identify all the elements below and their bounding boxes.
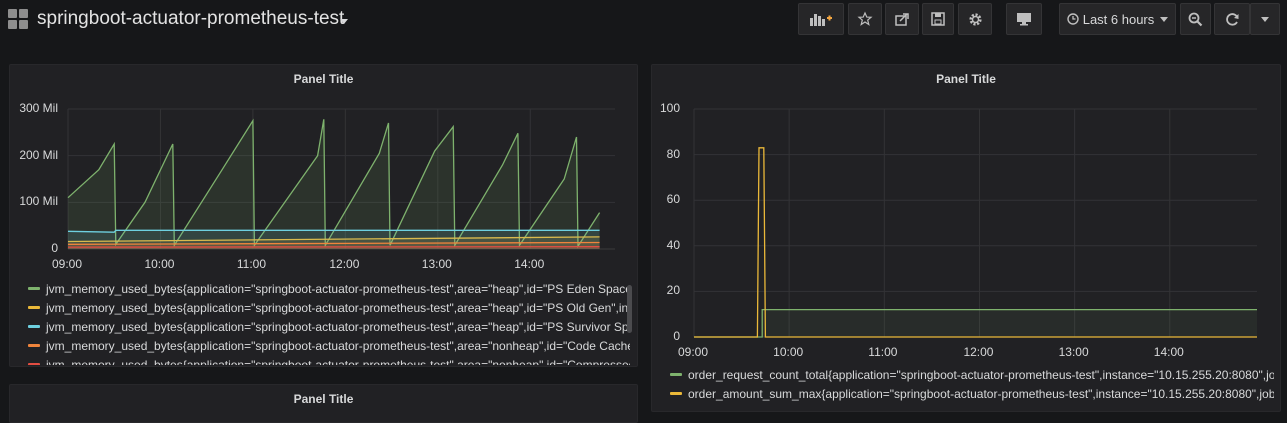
add-panel-icon [810,14,832,26]
dashboard-grid-icon[interactable] [8,9,28,29]
settings-button[interactable] [958,3,992,35]
clock-icon [1067,13,1079,25]
panel-title[interactable]: Panel Title [936,72,996,86]
legend-label: order_amount_sum_max{application="spring… [688,386,1274,401]
series-line-3[interactable] [67,241,600,245]
chart-legend: jvm_memory_used_bytes{application="sprin… [10,279,630,365]
legend-swatch [670,373,682,376]
x-tick-label: 09:00 [678,345,709,359]
legend-swatch [28,287,40,290]
add-panel-button[interactable] [798,3,844,35]
legend-item[interactable]: jvm_memory_used_bytes{application="sprin… [28,279,630,298]
dashboard-title[interactable]: springboot-actuator-prometheus-test [37,8,345,29]
series-line-0[interactable] [67,118,601,249]
legend-label: jvm_memory_used_bytes{application="sprin… [46,338,630,353]
chart-legend: order_request_count_total{application="s… [652,365,1274,411]
tv-mode-button[interactable] [1006,3,1042,35]
y-tick-label: 100 [659,101,680,115]
star-button[interactable] [848,3,882,35]
share-icon [894,13,909,26]
time-range-label: Last 6 hours [1082,11,1155,27]
y-tick-label: 60 [666,192,680,207]
series-line-2[interactable] [67,229,600,233]
jvm-memory-chart[interactable] [10,65,637,366]
legend-swatch [670,392,682,395]
legend-swatch [28,344,40,347]
x-tick-label: 14:00 [1153,345,1184,359]
gear-icon [968,12,982,26]
x-tick-label: 10:00 [144,257,175,271]
y-tick-label: 0 [51,241,58,255]
zoom-out-icon [1188,12,1203,26]
panel-title[interactable]: Panel Title [293,72,354,86]
legend-label: jvm_memory_used_bytes{application="sprin… [46,319,630,334]
chevron-down-icon [1261,16,1269,22]
panel-title[interactable]: Panel Title [293,392,354,406]
x-tick-label: 13:00 [1058,345,1089,359]
series-area-0 [68,119,600,249]
legend-swatch [28,325,40,328]
y-tick-label: 300 Mil [19,101,58,115]
save-icon [931,12,945,26]
legend-item[interactable]: order_request_count_total{application="s… [670,365,1274,384]
legend-swatch [28,363,40,365]
legend-item[interactable]: jvm_memory_used_bytes{application="sprin… [28,336,630,355]
refresh-interval-dropdown[interactable] [1250,3,1280,35]
legend-scrollbar[interactable] [627,285,632,333]
tv-monitor-icon [1017,13,1031,26]
y-tick-label: 100 Mil [19,194,58,209]
x-tick-label: 10:00 [773,345,804,359]
x-tick-label: 13:00 [421,257,452,271]
legend-item[interactable]: jvm_memory_used_bytes{application="sprin… [28,355,630,365]
x-tick-label: 09:00 [52,257,83,271]
time-picker-button[interactable]: Last 6 hours [1059,3,1176,35]
jvm-memory-panel: Panel Title 0 100 Mil 200 Mil 300 Mil 09:00 1… [9,64,638,367]
refresh-button[interactable] [1214,3,1250,35]
legend-label: order_request_count_total{application="s… [688,367,1274,382]
share-button[interactable] [885,3,919,35]
series-line-1[interactable] [694,147,1257,338]
x-tick-label: 11:00 [868,345,898,359]
bottom-panel: Panel Title [9,384,638,423]
legend-label: jvm_memory_used_bytes{application="sprin… [46,281,630,296]
y-tick-label: 200 Mil [19,147,58,162]
zoom-out-button[interactable] [1180,3,1211,35]
top-navbar: springboot-actuator-prometheus-test [0,0,1287,40]
y-tick-label: 80 [666,146,680,161]
legend-item[interactable]: jvm_memory_used_bytes{application="sprin… [28,317,630,336]
legend-item[interactable]: jvm_memory_used_bytes{application="sprin… [28,298,630,317]
series-line-1[interactable] [67,236,600,243]
legend-swatch [28,306,40,309]
x-tick-label: 12:00 [963,345,994,359]
x-tick-label: 14:00 [514,257,545,271]
y-tick-label: 20 [666,283,680,298]
legend-label: jvm_memory_used_bytes{application="sprin… [46,300,630,315]
legend-label: jvm_memory_used_bytes{application="sprin… [46,357,630,366]
chevron-down-icon[interactable] [340,19,348,24]
y-tick-label: 40 [666,237,680,252]
star-icon [857,11,873,26]
order-metrics-panel: Panel Title 0 20 40 60 80 100 09:00 10:00 11:00 1… [651,64,1281,412]
x-tick-label: 11:00 [236,257,267,271]
x-tick-label: 12:00 [329,257,360,271]
chevron-down-icon [1160,16,1169,22]
order-metrics-chart[interactable] [652,65,1280,411]
series-area-0 [694,309,1257,337]
save-button[interactable] [922,3,954,35]
refresh-icon [1225,12,1238,26]
legend-item[interactable]: order_amount_sum_max{application="spring… [670,384,1274,403]
y-tick-label: 0 [673,329,680,343]
